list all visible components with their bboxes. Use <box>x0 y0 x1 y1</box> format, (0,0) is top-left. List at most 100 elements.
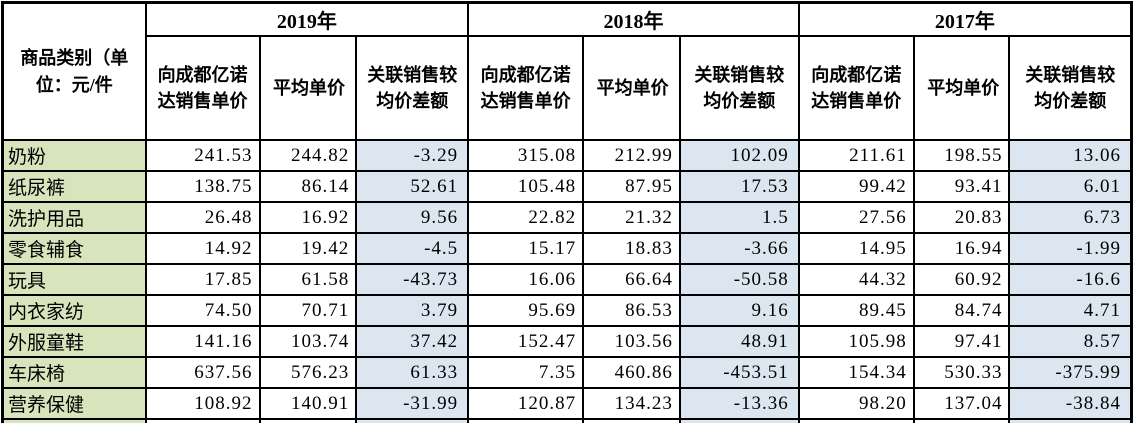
row-label: 车床椅 <box>1 356 147 389</box>
diff-value-cell: -3.29 <box>355 139 470 172</box>
diff-value-cell: 48.91 <box>679 325 800 358</box>
year-header-row: 商品类别（单位：元/件 2019年 2018年 2017年 <box>1 1 1133 141</box>
price-value-cell: 27.56 <box>797 201 915 234</box>
diff-value-cell: -43.73 <box>355 263 470 296</box>
price-value-cell: 211.61 <box>797 139 915 172</box>
price-value-cell: 103.74 <box>259 325 358 358</box>
price-value-cell: 26.48 <box>144 201 261 234</box>
price-value-cell: 76.31 <box>582 418 681 423</box>
diff-value-cell: 52.61 <box>355 170 470 203</box>
table-row: 外服童鞋 141.16 103.74 37.42 152.47 103.56 48.91 10… <box>1 325 1133 358</box>
corner-header-category: 商品类别（单位：元/件 <box>1 1 147 141</box>
price-value-cell: 141.16 <box>144 325 261 358</box>
price-value-cell: 16.94 <box>913 232 1011 265</box>
price-value-cell: 70.81 <box>259 418 358 423</box>
sub-header-2017-sales-to-yinuoda: 向成都亿诺达销售单价 <box>797 35 915 141</box>
diff-value-cell: 17.53 <box>679 170 800 203</box>
price-value-cell: 105.98 <box>797 325 915 358</box>
price-value-cell: 86.53 <box>582 294 681 327</box>
sub-header-2019-average-price: 平均单价 <box>259 35 358 141</box>
price-value-cell: 103.56 <box>582 325 681 358</box>
price-value-cell: 138.75 <box>144 170 261 203</box>
price-value-cell: 70.71 <box>259 294 358 327</box>
price-value-cell: 154.34 <box>797 356 915 389</box>
price-value-cell: 576.23 <box>259 356 358 389</box>
price-value-cell: 105.48 <box>467 170 585 203</box>
diff-value-cell: -31.99 <box>355 387 470 420</box>
diff-value-cell: -31.97 <box>355 418 470 423</box>
price-value-cell: 97.41 <box>913 325 1011 358</box>
price-value-cell: 87.95 <box>582 170 681 203</box>
price-value-cell: 86.14 <box>259 170 358 203</box>
sub-header-2018-average-price: 平均单价 <box>582 35 681 141</box>
price-value-cell: 120.87 <box>467 387 585 420</box>
price-value-cell: 74.50 <box>144 294 261 327</box>
price-value-cell: 241.53 <box>144 139 261 172</box>
price-value-cell: 37.19 <box>913 418 1011 423</box>
price-value-cell: 93.41 <box>913 170 1011 203</box>
price-value-cell: 61.58 <box>259 263 358 296</box>
row-label: 奶粉 <box>1 139 147 172</box>
row-label: 纸尿裤 <box>1 170 147 203</box>
row-label: 外服童鞋 <box>1 325 147 358</box>
price-value-cell: 460.86 <box>582 356 681 389</box>
sub-header-2018-diff-vs-average: 关联销售较均价差额 <box>679 35 800 141</box>
price-value-cell: 95.69 <box>467 294 585 327</box>
price-value-cell: 21.32 <box>582 201 681 234</box>
diff-value-cell: -1.99 <box>1008 232 1133 265</box>
price-value-cell: 89.45 <box>797 294 915 327</box>
table-body: 奶粉 241.53 244.82 -3.29 315.08 212.99 102.09 211… <box>1 139 1133 423</box>
diff-value-cell: 13.06 <box>1008 139 1133 172</box>
diff-value-cell: 1.5 <box>679 201 800 234</box>
year-header-2018: 2018年 <box>467 1 800 37</box>
price-value-cell: 137.04 <box>913 387 1011 420</box>
price-value-cell: 212.99 <box>582 139 681 172</box>
sub-header-2019-diff-vs-average: 关联销售较均价差额 <box>355 35 470 141</box>
diff-value-cell: -375.99 <box>1008 356 1133 389</box>
row-label: 内衣家纺 <box>1 294 147 327</box>
diff-value-cell: 37.42 <box>355 325 470 358</box>
diff-value-cell: 61.33 <box>355 356 470 389</box>
table-row: 玩具 17.85 61.58 -43.73 16.06 66.64 -50.58 44.32 6… <box>1 263 1133 296</box>
diff-value-cell: -4.5 <box>355 232 470 265</box>
row-label: 洗护用品 <box>1 201 147 234</box>
price-value-cell: 134.23 <box>582 387 681 420</box>
price-value-cell: 152.47 <box>467 325 585 358</box>
diff-value-cell: 8.57 <box>1008 325 1133 358</box>
diff-value-cell: 3.79 <box>355 294 470 327</box>
table-header: 商品类别（单位：元/件 2019年 2018年 2017年 向成都亿诺达销售单价… <box>1 1 1133 141</box>
row-label: 玩具 <box>1 263 147 296</box>
table-row: 文教智能38.8470.81-31.9775.7176.31-0.681.133… <box>1 418 1133 423</box>
price-value-cell: 66.64 <box>582 263 681 296</box>
diff-value-cell: -453.51 <box>679 356 800 389</box>
price-value-cell: 38.84 <box>144 418 261 423</box>
price-value-cell: 14.95 <box>797 232 915 265</box>
diff-value-cell: 9.16 <box>679 294 800 327</box>
sub-header-2018-sales-to-yinuoda: 向成都亿诺达销售单价 <box>467 35 585 141</box>
price-value-cell: 75.71 <box>467 418 585 423</box>
price-value-cell: 198.55 <box>913 139 1011 172</box>
price-value-cell: 7.35 <box>467 356 585 389</box>
price-value-cell: 244.82 <box>259 139 358 172</box>
table-row: 内衣家纺 74.50 70.71 3.79 95.69 86.53 9.16 89.45 84.… <box>1 294 1133 327</box>
diff-value-cell: 43.94 <box>1008 418 1133 423</box>
row-label: 营养保健 <box>1 387 147 420</box>
diff-value-cell: 102.09 <box>679 139 800 172</box>
price-value-cell: 140.91 <box>259 387 358 420</box>
row-label: 零食辅食 <box>1 232 147 265</box>
diff-value-cell: 4.71 <box>1008 294 1133 327</box>
diff-value-cell: 6.01 <box>1008 170 1133 203</box>
sub-header-2019-sales-to-yinuoda: 向成都亿诺达销售单价 <box>144 35 261 141</box>
price-value-cell: 98.20 <box>797 387 915 420</box>
price-value-cell: 44.32 <box>797 263 915 296</box>
price-value-cell: 99.42 <box>797 170 915 203</box>
corner-header-text: 商品类别（单位：元/件 <box>20 47 129 95</box>
diff-value-cell: -16.6 <box>1008 263 1133 296</box>
sub-header-2017-average-price: 平均单价 <box>913 35 1011 141</box>
price-value-cell: 108.92 <box>144 387 261 420</box>
diff-value-cell: -50.58 <box>679 263 800 296</box>
sub-header-row: 向成都亿诺达销售单价 平均单价 关联销售较均价差额 向成都亿诺达销售单价 平均单… <box>3 35 1133 141</box>
table-row: 纸尿裤 138.75 86.14 52.61 105.48 87.95 17.53 99.42… <box>1 170 1133 203</box>
price-value-cell: 14.92 <box>144 232 261 265</box>
